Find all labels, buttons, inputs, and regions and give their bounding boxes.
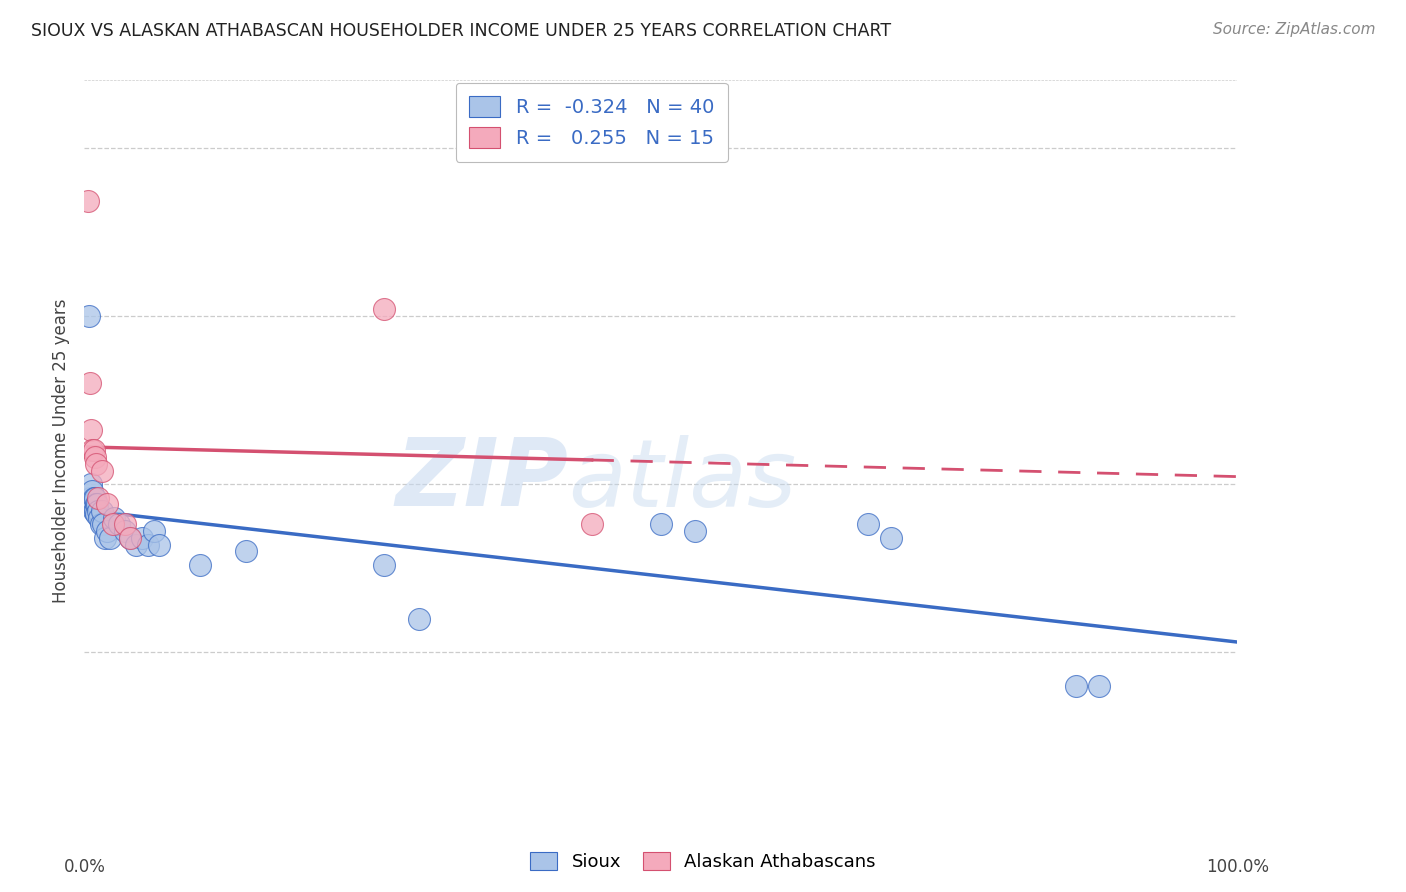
Point — [650, 517, 672, 532]
Point — [131, 531, 153, 545]
Point — [408, 612, 430, 626]
Point — [80, 477, 103, 491]
Text: ZIP: ZIP — [395, 434, 568, 526]
Point — [87, 504, 110, 518]
Point — [89, 517, 111, 532]
Point — [80, 497, 103, 511]
Point — [108, 517, 131, 532]
Text: Source: ZipAtlas.com: Source: ZipAtlas.com — [1212, 22, 1375, 37]
Point — [373, 302, 395, 317]
Point — [94, 531, 117, 545]
Point — [188, 558, 211, 572]
Point — [120, 531, 142, 545]
Point — [89, 510, 111, 524]
Legend: R =  -0.324   N = 40, R =   0.255   N = 15: R = -0.324 N = 40, R = 0.255 N = 15 — [456, 83, 728, 162]
Point — [98, 531, 121, 545]
Point — [103, 510, 125, 524]
Point — [373, 558, 395, 572]
Point — [858, 517, 880, 532]
Text: atlas: atlas — [568, 434, 797, 525]
Point — [148, 538, 170, 552]
Point — [79, 376, 101, 391]
Point — [1064, 679, 1087, 693]
Legend: Sioux, Alaskan Athabascans: Sioux, Alaskan Athabascans — [523, 845, 883, 879]
Point — [120, 531, 142, 545]
Point — [90, 464, 112, 478]
Point — [114, 524, 136, 539]
Point — [685, 524, 707, 539]
Point — [83, 504, 105, 518]
Point — [235, 544, 257, 558]
Point — [76, 194, 98, 209]
Point — [1088, 679, 1111, 693]
Point — [136, 538, 159, 552]
Point — [77, 309, 100, 323]
Point — [91, 517, 114, 532]
Point — [84, 457, 107, 471]
Point — [79, 491, 101, 505]
Point — [880, 531, 903, 545]
Point — [86, 497, 108, 511]
Point — [80, 423, 103, 437]
Point — [82, 497, 104, 511]
Point — [82, 443, 104, 458]
Point — [83, 491, 105, 505]
Point — [83, 491, 105, 505]
Point — [83, 443, 105, 458]
Point — [96, 497, 118, 511]
Point — [87, 491, 110, 505]
Point — [90, 504, 112, 518]
Point — [581, 517, 603, 532]
Point — [103, 517, 124, 532]
Text: 0.0%: 0.0% — [63, 858, 105, 876]
Point — [83, 504, 105, 518]
Point — [96, 524, 118, 539]
Text: 100.0%: 100.0% — [1206, 858, 1268, 876]
Point — [114, 517, 136, 532]
Text: SIOUX VS ALASKAN ATHABASCAN HOUSEHOLDER INCOME UNDER 25 YEARS CORRELATION CHART: SIOUX VS ALASKAN ATHABASCAN HOUSEHOLDER … — [31, 22, 891, 40]
Point — [83, 450, 105, 465]
Point — [142, 524, 165, 539]
Y-axis label: Householder Income Under 25 years: Householder Income Under 25 years — [52, 298, 70, 603]
Point — [82, 483, 104, 498]
Point — [125, 538, 148, 552]
Point — [84, 508, 107, 522]
Point — [84, 497, 107, 511]
